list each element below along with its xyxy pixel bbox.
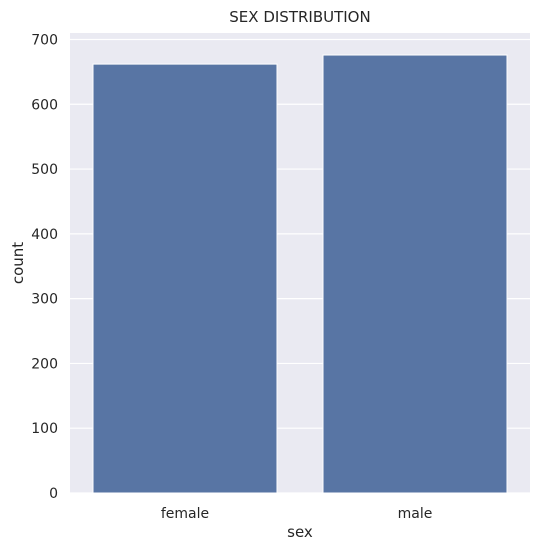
y-tick-label: 0 bbox=[49, 486, 58, 502]
y-tick-label: 500 bbox=[31, 162, 58, 178]
y-tick-label: 200 bbox=[31, 356, 58, 372]
y-tick-label: 700 bbox=[31, 32, 58, 48]
x-tick-label: female bbox=[161, 506, 209, 522]
y-tick-label: 400 bbox=[31, 227, 58, 243]
x-axis-ticks: female male bbox=[161, 506, 433, 522]
x-tick-label: male bbox=[398, 506, 433, 522]
y-tick-label: 600 bbox=[31, 97, 58, 113]
x-axis-title: sex bbox=[287, 523, 313, 541]
bar-female bbox=[92, 63, 278, 494]
y-axis-title: count bbox=[9, 242, 27, 284]
chart-title: SEX DISTRIBUTION bbox=[229, 8, 370, 26]
y-tick-label: 300 bbox=[31, 292, 58, 308]
bars bbox=[92, 54, 508, 494]
y-tick-label: 100 bbox=[31, 421, 58, 437]
bar-male bbox=[322, 54, 508, 494]
y-axis-ticks: 0 100 200 300 400 500 600 700 bbox=[31, 32, 58, 502]
